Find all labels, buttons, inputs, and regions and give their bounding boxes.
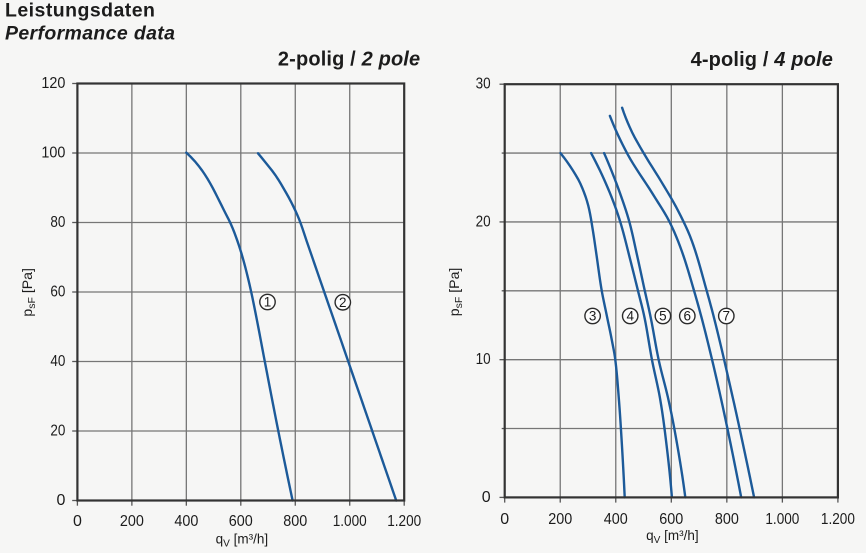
svg-text:20: 20 (50, 422, 65, 439)
svg-text:1.200: 1.200 (387, 513, 421, 530)
svg-text:600: 600 (229, 513, 253, 530)
svg-text:100: 100 (41, 144, 65, 161)
svg-text:60: 60 (50, 283, 65, 300)
svg-text:40: 40 (50, 353, 65, 370)
svg-text:0: 0 (500, 511, 509, 528)
svg-text:1.000: 1.000 (333, 513, 367, 530)
svg-text:20: 20 (476, 213, 491, 230)
svg-text:400: 400 (604, 511, 628, 528)
svg-text:600: 600 (659, 511, 683, 528)
svg-text:4: 4 (626, 309, 634, 324)
svg-text:1.000: 1.000 (765, 511, 799, 528)
svg-text:400: 400 (174, 513, 198, 530)
svg-text:2-polig / 2 pole: 2-polig / 2 pole (278, 49, 420, 71)
svg-text:6: 6 (684, 309, 692, 324)
svg-text:3: 3 (589, 309, 597, 324)
svg-text:800: 800 (283, 513, 307, 530)
svg-text:1: 1 (264, 295, 272, 310)
svg-text:5: 5 (659, 309, 667, 324)
svg-text:0: 0 (482, 489, 491, 506)
svg-text:10: 10 (476, 351, 491, 368)
svg-text:200: 200 (120, 513, 144, 530)
svg-text:4-polig / 4 pole: 4-polig / 4 pole (691, 49, 833, 71)
svg-text:0: 0 (73, 513, 82, 530)
svg-text:80: 80 (50, 214, 65, 231)
svg-text:Performance data: Performance data (5, 22, 175, 44)
svg-text:120: 120 (41, 75, 65, 92)
svg-text:1.200: 1.200 (821, 511, 855, 528)
svg-text:7: 7 (723, 309, 731, 324)
svg-text:200: 200 (548, 511, 572, 528)
svg-text:30: 30 (476, 76, 491, 93)
svg-text:0: 0 (56, 492, 65, 509)
svg-text:Leistungsdaten: Leistungsdaten (5, 0, 155, 22)
svg-text:800: 800 (715, 511, 739, 528)
svg-text:2: 2 (339, 295, 347, 310)
